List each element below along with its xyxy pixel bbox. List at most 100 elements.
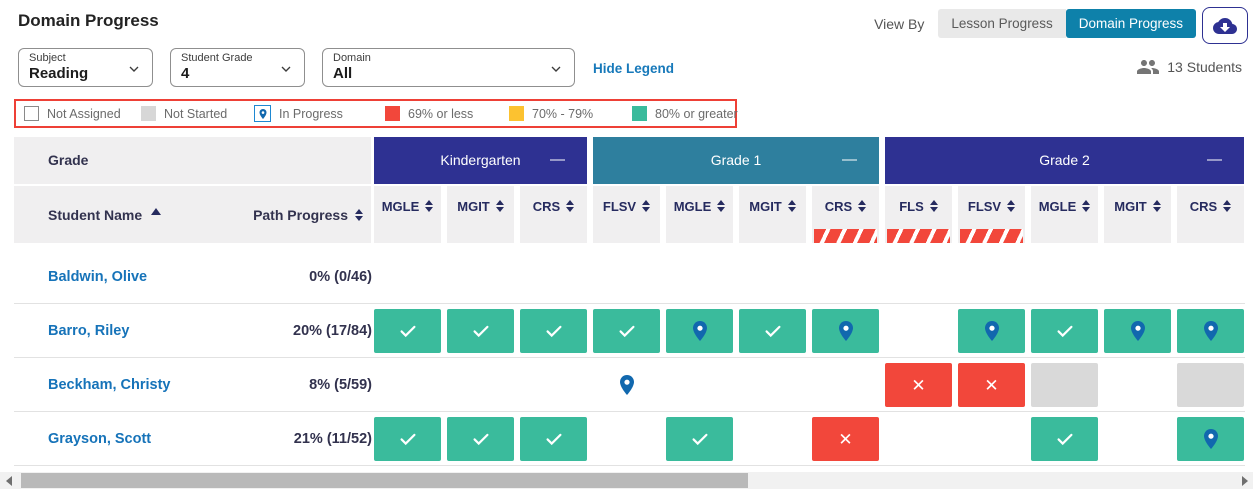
download-button[interactable] [1202, 7, 1248, 44]
column-sort-header-crs[interactable]: CRS [812, 186, 879, 243]
subject-dropdown-value: Reading [29, 65, 89, 82]
column-header-label: MGLE [381, 198, 420, 214]
progress-cell-check[interactable] [1031, 309, 1098, 353]
legend-swatch-not-assigned [24, 106, 39, 121]
domain-progress-toggle[interactable]: Domain Progress [1065, 9, 1196, 38]
progress-cell-x[interactable]: ✕ [812, 417, 879, 461]
column-sort-header-mgle[interactable]: MGLE [1031, 186, 1098, 243]
progress-cell-pin-teal[interactable] [812, 309, 879, 353]
progress-cell-x[interactable]: ✕ [885, 363, 952, 407]
progress-cell-pin-teal[interactable] [1177, 309, 1244, 353]
x-icon: ✕ [911, 375, 926, 395]
column-sort-header-mgit[interactable]: MGIT [447, 186, 514, 243]
view-by-group: View By Lesson Progress Domain Progress [874, 9, 1196, 38]
progress-cell-pin-teal[interactable] [1104, 309, 1171, 353]
x-icon: ✕ [984, 375, 999, 395]
sort-icon [495, 200, 504, 212]
grade-group-header-kindergarten: Kindergarten — [374, 137, 587, 184]
column-sort-header-flsv[interactable]: FLSV [958, 186, 1025, 243]
grade-group-label: Grade 2 [1039, 152, 1090, 168]
progress-cell-check[interactable] [447, 417, 514, 461]
lesson-progress-toggle[interactable]: Lesson Progress [938, 9, 1066, 38]
progress-cell-pin-teal[interactable] [666, 309, 733, 353]
progress-cell-check[interactable] [739, 309, 806, 353]
legend-swatch-yellow [509, 106, 524, 121]
sort-icon [929, 200, 938, 212]
column-header-label: CRS [1189, 198, 1218, 214]
domain-progress-table: Grade Student Name Path Progress Kinderg… [14, 137, 1245, 467]
collapse-group-button[interactable]: — [1207, 151, 1222, 168]
progress-cell-check[interactable] [374, 417, 441, 461]
progress-cell-pin[interactable] [593, 363, 660, 407]
progress-cell-check[interactable] [447, 309, 514, 353]
column-sort-header-flsv[interactable]: FLSV [593, 186, 660, 243]
collapse-group-button[interactable]: — [842, 151, 857, 168]
progress-cell-gray[interactable] [1031, 363, 1098, 407]
column-sort-header-mgle[interactable]: MGLE [666, 186, 733, 243]
student-name-sort-header[interactable]: Student Name [48, 186, 162, 243]
progress-cell-x[interactable]: ✕ [958, 363, 1025, 407]
column-sort-header-fls[interactable]: FLS [885, 186, 952, 243]
sort-icon [425, 200, 434, 212]
student-grade-dropdown-label: Student Grade [181, 52, 253, 64]
progress-cell-check[interactable] [520, 309, 587, 353]
table-row: Grayson, Scott 21% (11/52) ✕ [14, 412, 1245, 466]
cloud-download-icon [1213, 14, 1237, 38]
path-progress-value: 20% (17/84) [293, 322, 372, 339]
location-pin-icon [1199, 427, 1223, 451]
legend-item-label: 69% or less [408, 106, 474, 121]
student-name-link[interactable]: Grayson, Scott [48, 430, 152, 447]
sort-icon [1152, 200, 1161, 212]
student-name-link[interactable]: Baldwin, Olive [48, 268, 148, 285]
subject-dropdown-label: Subject [29, 52, 66, 64]
progress-cell-pin-teal[interactable] [958, 309, 1025, 353]
sort-icon [858, 200, 867, 212]
scroll-right-arrow[interactable] [1236, 472, 1253, 489]
column-sort-header-mgit[interactable]: MGIT [1104, 186, 1171, 243]
column-header-label: MGLE [1038, 198, 1077, 214]
grade-group-header-grade-2: Grade 2 — [885, 137, 1244, 184]
progress-legend: Not Assigned Not Started In Progress 69% or… [14, 99, 738, 128]
subject-dropdown[interactable]: Subject Reading [18, 48, 153, 87]
progress-cell-pin-teal[interactable] [1177, 417, 1244, 461]
chevron-down-icon [126, 61, 142, 82]
hide-legend-link[interactable]: Hide Legend [593, 61, 675, 76]
progress-cell-gray[interactable] [1177, 363, 1244, 407]
scrollbar-thumb[interactable] [21, 473, 748, 488]
table-row: Beckham, Christy 8% (5/59) ✕ ✕ [14, 358, 1245, 412]
progress-cell-check[interactable] [593, 309, 660, 353]
path-progress-header-label: Path Progress [253, 206, 348, 223]
column-header-label: FLS [899, 198, 924, 214]
scroll-left-arrow[interactable] [0, 472, 17, 489]
column-header-label: FLSV [602, 198, 637, 214]
student-grade-dropdown[interactable]: Student Grade 4 [170, 48, 305, 87]
location-pin-icon [1199, 319, 1223, 343]
legend-item-not-assigned: Not Assigned [24, 101, 121, 126]
progress-cell-check[interactable] [520, 417, 587, 461]
column-header-label: CRS [532, 198, 561, 214]
domain-alert-striped-bar [960, 229, 1023, 243]
collapse-group-button[interactable]: — [550, 151, 565, 168]
column-sort-header-crs[interactable]: CRS [1177, 186, 1244, 243]
student-name-link[interactable]: Beckham, Christy [48, 376, 171, 393]
column-header-label: MGIT [749, 198, 782, 214]
student-name-header-label: Student Name [48, 206, 143, 223]
path-progress-sort-header[interactable]: Path Progress [253, 186, 363, 243]
column-sort-header-mgit[interactable]: MGIT [739, 186, 806, 243]
domain-dropdown[interactable]: Domain All [322, 48, 575, 87]
domain-dropdown-label: Domain [333, 52, 371, 64]
legend-item-label: 80% or greater [655, 106, 738, 121]
legend-item-label: Not Started [164, 106, 228, 121]
progress-cell-check[interactable] [666, 417, 733, 461]
sort-icon [1007, 200, 1016, 212]
students-count: 13 Students [1136, 55, 1242, 79]
legend-item-red: 69% or less [385, 101, 473, 126]
chevron-down-icon [278, 61, 294, 82]
progress-cell-check[interactable] [1031, 417, 1098, 461]
column-sort-header-crs[interactable]: CRS [520, 186, 587, 243]
student-name-link[interactable]: Barro, Riley [48, 322, 130, 339]
horizontal-scrollbar[interactable] [0, 472, 1253, 489]
column-sort-header-mgle[interactable]: MGLE [374, 186, 441, 243]
domain-dropdown-value: All [333, 65, 353, 82]
progress-cell-check[interactable] [374, 309, 441, 353]
